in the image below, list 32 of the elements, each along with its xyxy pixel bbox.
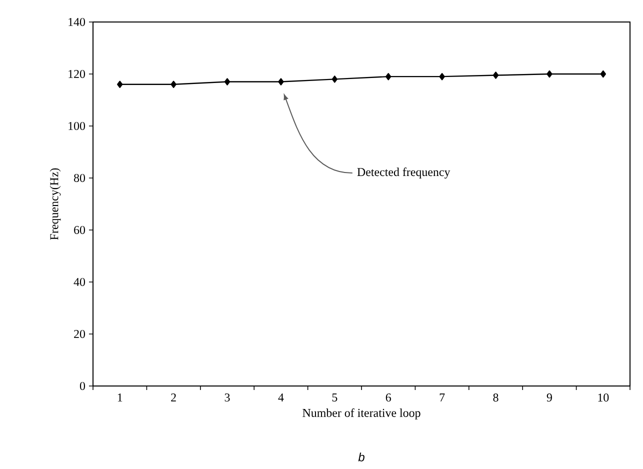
x-tick-label: 5 bbox=[332, 394, 338, 402]
point bbox=[439, 72, 445, 80]
x-tick-label: 4 bbox=[278, 394, 284, 402]
y-tick-label: 60 bbox=[74, 226, 86, 234]
x-tick-label: 2 bbox=[171, 394, 176, 402]
point bbox=[117, 80, 123, 88]
x-tick-label: 9 bbox=[546, 394, 552, 402]
text: b bbox=[358, 452, 364, 462]
y-tick-label: 40 bbox=[74, 278, 86, 286]
y-tick-label: 100 bbox=[68, 122, 86, 130]
point bbox=[386, 72, 392, 80]
annotation: Detected frequency bbox=[357, 168, 450, 179]
y-tick-label: 120 bbox=[68, 70, 86, 78]
x-tick-label: 8 bbox=[493, 394, 498, 402]
x-tick-label: 6 bbox=[386, 394, 391, 402]
y-tick-label: 80 bbox=[74, 174, 86, 182]
y-tick-label: 20 bbox=[74, 330, 86, 338]
point bbox=[224, 78, 230, 86]
x-tick-label: 3 bbox=[224, 394, 230, 402]
point bbox=[332, 76, 338, 83]
y-tick-label: 140 bbox=[68, 18, 86, 26]
point bbox=[546, 70, 552, 78]
point bbox=[278, 78, 284, 86]
y-axis-title: Frequency(Hz) bbox=[50, 168, 61, 240]
x-tick-label: 10 bbox=[598, 394, 609, 402]
y-tick-label: 0 bbox=[80, 382, 86, 390]
x-tick-label: 7 bbox=[440, 394, 445, 402]
x-axis-title: Number of iterative loop bbox=[302, 408, 420, 420]
point bbox=[600, 70, 606, 78]
point bbox=[170, 80, 176, 88]
x-tick-label: 1 bbox=[118, 394, 122, 402]
point bbox=[492, 72, 499, 79]
